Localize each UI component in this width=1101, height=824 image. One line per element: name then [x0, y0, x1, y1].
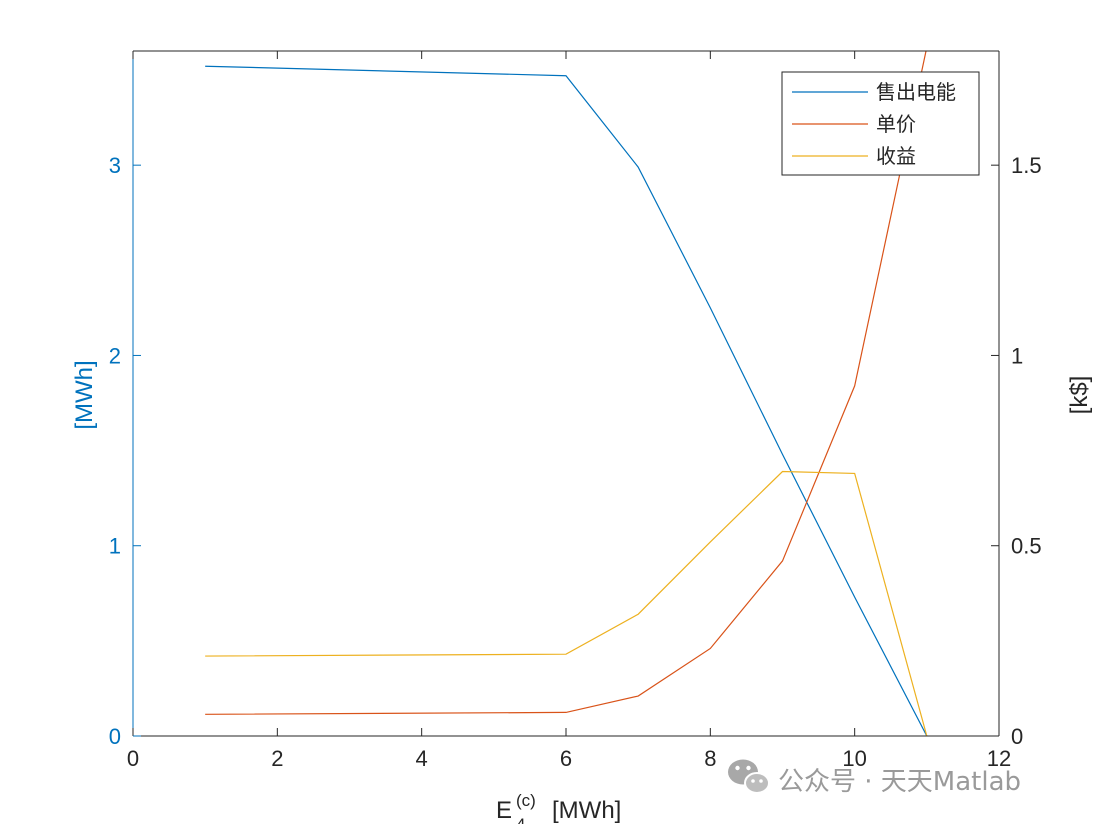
x-tick-label-6: 12: [987, 746, 1011, 771]
x-axis-label: E (c) 4 [MWh]: [496, 791, 621, 824]
y-left-tick-label-0: 0: [109, 724, 121, 749]
series-line-2: [205, 51, 927, 715]
x-tick-label-1: 2: [271, 746, 283, 771]
x-axis-label-main: E: [496, 797, 512, 824]
x-tick-label-3: 6: [560, 746, 572, 771]
x-axis-label-unit: [MWh]: [552, 797, 621, 824]
wechat-icon: [728, 759, 770, 794]
watermark: 公众号 · 天天Matlab: [728, 759, 1021, 797]
legend-label-3: 收益: [876, 144, 916, 168]
y-right-tick-label-1: 0.5: [1011, 534, 1042, 559]
y-right-tick-label-3: 1.5: [1011, 153, 1042, 178]
legend-label-2: 单价: [876, 112, 916, 136]
x-tick-label-4: 8: [704, 746, 716, 771]
legend-label-1: 售出电能: [876, 80, 956, 104]
y-left-tick-label-2: 2: [109, 343, 121, 368]
series-line-3: [205, 470, 928, 736]
watermark-text: 公众号 · 天天Matlab: [778, 767, 1021, 797]
x-tick-label-2: 4: [416, 746, 428, 771]
series-layer: [205, 51, 928, 736]
x-axis-label-superscript: (c): [516, 791, 536, 810]
series-line-1: [205, 65, 928, 736]
x-tick-label-0: 0: [127, 746, 139, 771]
y-left-axis-label: [MWh]: [71, 360, 98, 429]
y-right-tick-label-2: 1: [1011, 343, 1023, 368]
y-left-tick-label-3: 3: [109, 153, 121, 178]
x-tick-label-5: 10: [842, 746, 866, 771]
y-right-tick-label-0: 0: [1011, 724, 1023, 749]
y-right-axis-label: [k$]: [1066, 376, 1093, 415]
x-axis-label-subscript: 4: [516, 815, 525, 824]
y-left-tick-label-1: 1: [109, 534, 121, 559]
